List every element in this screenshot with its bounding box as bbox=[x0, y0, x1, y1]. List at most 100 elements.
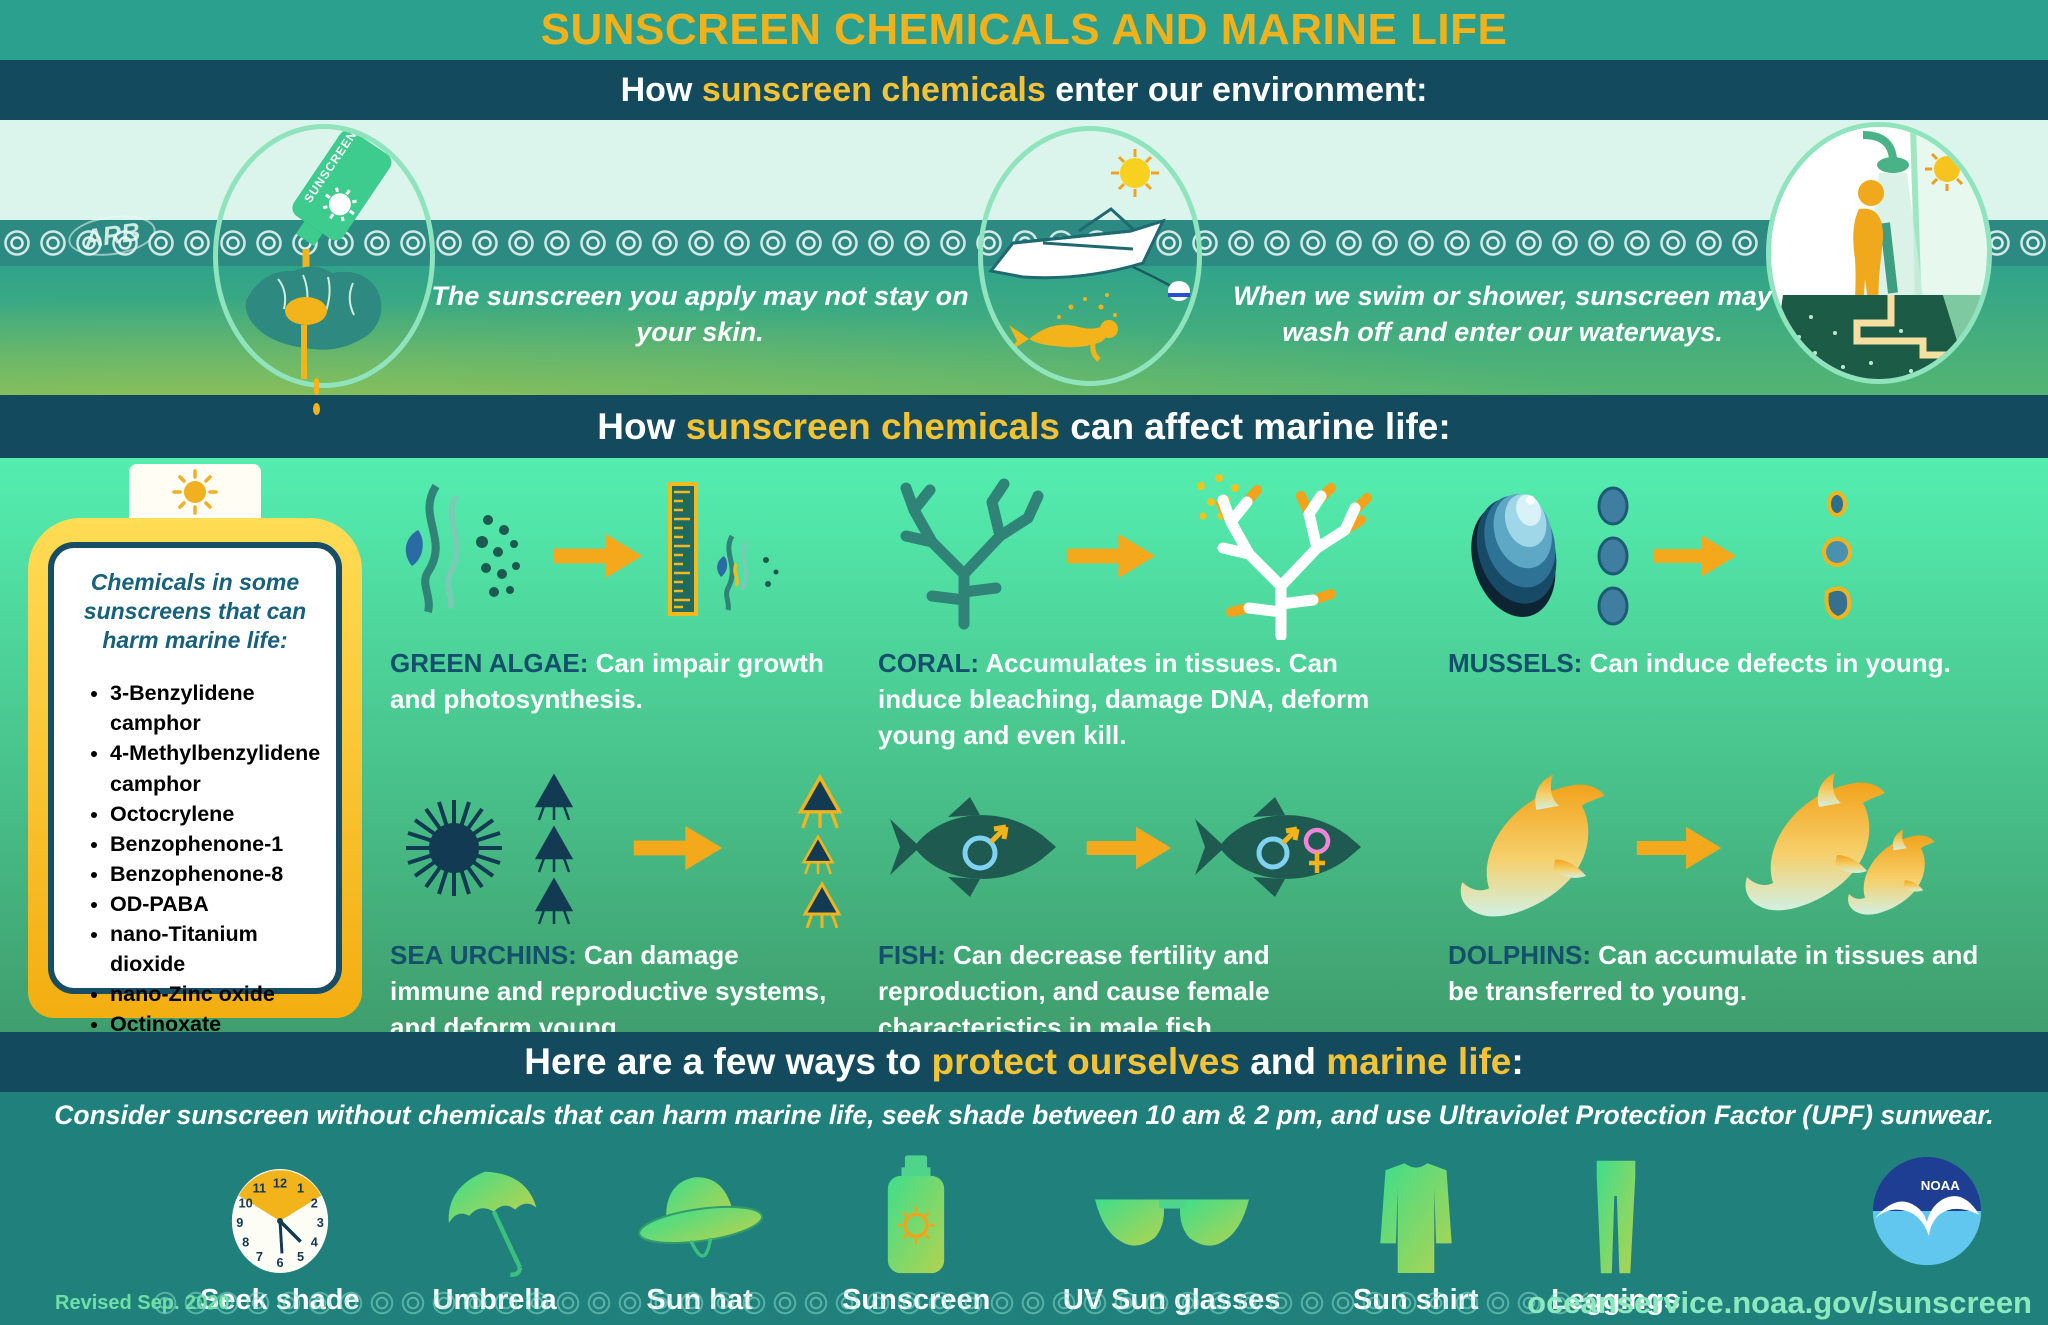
effect-caption: FISH: Can decrease fertility and reprodu… bbox=[878, 938, 1448, 1046]
chemical-item: Benzophenone-8 bbox=[110, 859, 324, 889]
cupped-hands-icon bbox=[245, 266, 382, 379]
sun-hat-icon bbox=[637, 1177, 763, 1258]
umbrella-icon bbox=[448, 1171, 537, 1277]
clock-number: 3 bbox=[317, 1215, 324, 1230]
heading-part: Here are a few ways to bbox=[524, 1041, 932, 1082]
male-symbol-icon bbox=[1256, 826, 1300, 869]
section3-heading: Here are a few ways to protect ourselves… bbox=[0, 1032, 2048, 1092]
male-fish-icon bbox=[890, 796, 1056, 897]
effect-name: FISH: bbox=[878, 940, 946, 970]
pouring-sunscreen-scene: SUNSCREEN bbox=[213, 124, 435, 388]
clock-icon: 12 1 2 3 4 5 6 7 8 9 10 11 bbox=[231, 1168, 328, 1274]
heading-part: How bbox=[620, 71, 702, 109]
heading-part: and bbox=[1239, 1041, 1327, 1082]
clock-number: 1 bbox=[297, 1181, 304, 1196]
chemical-item: 4-Methylbenzylidene camphor bbox=[110, 738, 324, 798]
mussel-eggs-icon bbox=[1597, 486, 1629, 626]
chemical-dots bbox=[1197, 474, 1239, 520]
bubbles bbox=[1057, 293, 1117, 319]
effect-caption: GREEN ALGAE: Can impair growth and photo… bbox=[390, 646, 878, 718]
towel bbox=[1880, 222, 1898, 294]
buoy-rope bbox=[1132, 265, 1177, 291]
deformed-larvae-icon bbox=[798, 775, 842, 928]
advice-text: Consider sunscreen without chemicals tha… bbox=[54, 1100, 1994, 1130]
swimmer-icon bbox=[1007, 293, 1118, 362]
clock-number: 11 bbox=[252, 1181, 265, 1196]
minute-hand bbox=[278, 1220, 284, 1254]
effect-green-algae: GREEN ALGAE: Can impair growth and photo… bbox=[390, 458, 878, 750]
clock-number: 12 bbox=[273, 1176, 287, 1191]
green-algae-icon bbox=[405, 483, 520, 613]
coral-icon bbox=[884, 476, 1049, 636]
chemical-list: 3-Benzylidene camphor 4-Methylbenzyliden… bbox=[66, 678, 324, 1069]
shower-scene bbox=[1766, 122, 1992, 384]
effect-name: CORAL: bbox=[878, 648, 980, 678]
boat-swimmer-scene bbox=[978, 126, 1202, 386]
clock-number: 6 bbox=[276, 1255, 283, 1270]
chemical-list-panel: Chemicals in some sunscreens that can ha… bbox=[48, 542, 342, 1066]
sun-icon bbox=[172, 469, 218, 515]
clock-number: 9 bbox=[236, 1215, 243, 1230]
effect-name: SEA URCHINS: bbox=[390, 940, 577, 970]
clock-number: 5 bbox=[297, 1249, 304, 1264]
effect-coral: CORAL: Accumulates in tissues. Can induc… bbox=[878, 458, 1448, 750]
buoy-icon bbox=[1168, 281, 1190, 301]
chemical-item: 3-Benzylidene camphor bbox=[110, 678, 324, 738]
deformed-eggs-icon bbox=[1822, 490, 1852, 620]
chemical-item: Octocrylene bbox=[110, 799, 324, 829]
section2-heading: How sunscreen chemicals can affect marin… bbox=[0, 395, 2048, 458]
effect-dolphins: DOLPHINS: Can accumulate in tissues and … bbox=[1448, 750, 2048, 1032]
environment-illustration: ARB SUNSCREEN bbox=[0, 120, 2048, 395]
effect-description: Can damage immune and reproductive syste… bbox=[390, 940, 827, 1042]
heading-accent: sunscreen chemicals bbox=[685, 406, 1061, 447]
effect-description: Can impair growth and photosynthesis. bbox=[390, 648, 824, 714]
effect-name: GREEN ALGAE: bbox=[390, 648, 589, 678]
sea-urchin-icon bbox=[406, 774, 573, 926]
dolphin-icon bbox=[1460, 774, 1605, 917]
male-symbol-icon bbox=[962, 824, 1009, 870]
bottle-body: Chemicals in some sunscreens that can ha… bbox=[28, 518, 362, 1066]
sunscreen-drop bbox=[313, 403, 320, 415]
effect-name: MUSSELS: bbox=[1448, 648, 1583, 678]
clock-number: 10 bbox=[238, 1195, 252, 1210]
arrow-icon bbox=[1653, 535, 1737, 577]
heading-accent: sunscreen chemicals bbox=[701, 71, 1046, 109]
ruler-stunted-algae-icon bbox=[668, 482, 779, 616]
wave-spiral-band bbox=[150, 1287, 1588, 1319]
heading-accent: protect ourselves bbox=[931, 1041, 1240, 1082]
shade-hours-wedge bbox=[238, 1170, 322, 1221]
arrow-icon bbox=[633, 825, 723, 871]
effect-fish: FISH: Can decrease fertility and reprodu… bbox=[878, 750, 1448, 1042]
arrow-icon bbox=[1086, 826, 1172, 870]
heading-part: enter our environment: bbox=[1045, 71, 1428, 109]
heading-part: : bbox=[1511, 1041, 1524, 1082]
chemical-list-bottle: Chemicals in some sunscreens that can ha… bbox=[28, 464, 362, 1066]
clock-number: 8 bbox=[242, 1235, 249, 1250]
sun-icon bbox=[1111, 149, 1159, 197]
leggings-icon bbox=[1596, 1160, 1635, 1274]
chemical-list-heading: Chemicals in some sunscreens that can ha… bbox=[83, 569, 307, 653]
sunscreen-drip bbox=[314, 378, 319, 395]
sunscreen-bottle-icon: SUNSCREEN bbox=[292, 129, 392, 247]
female-symbol-icon bbox=[1303, 827, 1331, 873]
sunscreen-blob bbox=[285, 297, 327, 325]
clock-number: 4 bbox=[311, 1235, 319, 1250]
section1-heading: How sunscreen chemicals enter our enviro… bbox=[0, 60, 2048, 120]
clock-number: 7 bbox=[256, 1249, 263, 1264]
heading-part: How bbox=[597, 406, 686, 447]
clock-number: 2 bbox=[311, 1195, 318, 1210]
hand-pouring-sunscreen-icon: SUNSCREEN bbox=[245, 129, 392, 379]
hour-hand bbox=[278, 1219, 302, 1243]
effect-description: Can accumulate in tissues and be transfe… bbox=[1448, 940, 1979, 1006]
feminized-fish-icon bbox=[1195, 796, 1361, 897]
effect-caption: MUSSELS: Can induce defects in young. bbox=[1448, 646, 2048, 682]
chemical-item: OD-PABA bbox=[110, 889, 324, 919]
effect-sea-urchins: SEA URCHINS: Can damage immune and repro… bbox=[390, 750, 878, 1042]
noaa-logo: NOAA bbox=[1870, 1154, 1984, 1273]
sun-icon bbox=[897, 1206, 935, 1245]
page-title: SUNSCREEN CHEMICALS AND MARINE LIFE bbox=[0, 0, 2048, 60]
caption-apply: The sunscreen you apply may not stay on … bbox=[431, 281, 969, 348]
sunscreen-bottle-icon bbox=[888, 1155, 945, 1274]
protection-section: Consider sunscreen without chemicals tha… bbox=[0, 1092, 2048, 1325]
heading-accent: marine life bbox=[1326, 1041, 1512, 1082]
